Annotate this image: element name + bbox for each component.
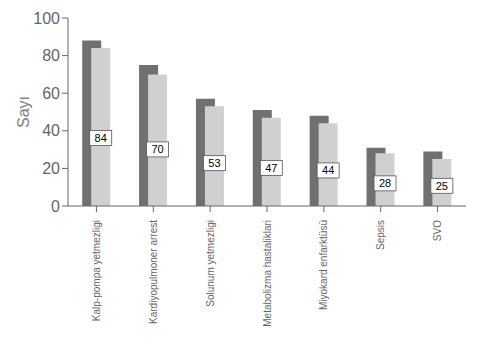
svg-text:28: 28: [379, 177, 391, 189]
svg-text:20: 20: [42, 160, 60, 177]
svg-text:53: 53: [208, 157, 220, 169]
svg-text:40: 40: [42, 122, 60, 139]
svg-text:44: 44: [322, 164, 334, 176]
svg-text:70: 70: [151, 143, 163, 155]
svg-text:Sayı: Sayı: [15, 96, 32, 128]
svg-text:Miyokard enfarktüsü: Miyokard enfarktüsü: [318, 220, 329, 310]
svg-text:47: 47: [265, 162, 277, 174]
svg-text:Kardiyopulmoner arrest: Kardiyopulmoner arrest: [148, 220, 159, 324]
svg-text:25: 25: [436, 180, 448, 192]
svg-text:60: 60: [42, 85, 60, 102]
svg-text:Kalp-pompa yetmezligi: Kalp-pompa yetmezligi: [91, 220, 102, 321]
svg-text:Solunum yetmezligi: Solunum yetmezligi: [205, 220, 216, 307]
svg-text:0: 0: [51, 198, 60, 215]
svg-text:84: 84: [95, 132, 107, 144]
svg-text:100: 100: [33, 10, 60, 27]
svg-text:Sepsis: Sepsis: [375, 220, 386, 250]
svg-text:80: 80: [42, 47, 60, 64]
svg-text:SVO: SVO: [432, 220, 443, 241]
svg-text:Metabolizma hastaliklari: Metabolizma hastaliklari: [262, 220, 273, 327]
